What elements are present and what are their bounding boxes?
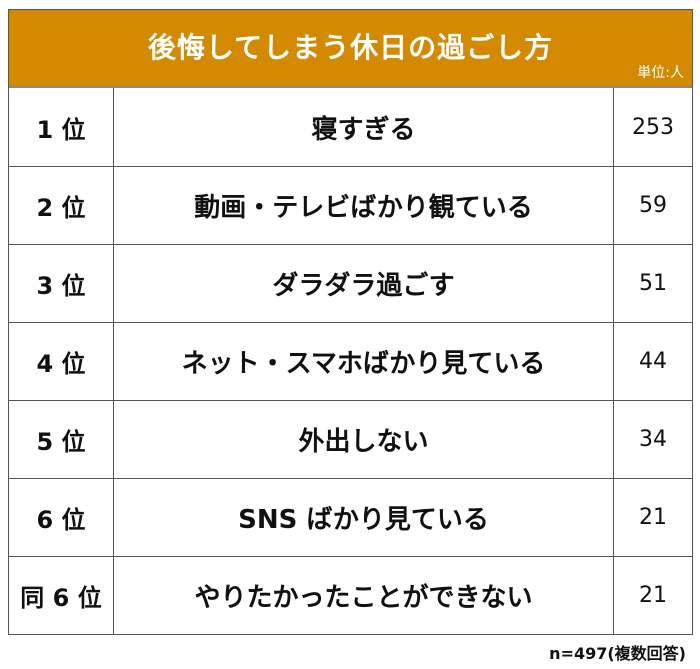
table-row: 2 位動画・テレビばかり観ている 59 [9,166,692,244]
rank-cell: 3 位 [9,245,114,322]
ranking-table: 後悔してしまう休日の過ごし方 単位:人 1 位寝すぎる 253 2 位動画・テレビば… [8,9,693,635]
unit-label: 単位:人 [637,65,684,81]
table-header: 後悔してしまう休日の過ごし方 単位:人 [9,10,692,88]
table-row: 4 位ネット・スマホばかり見ている 44 [9,322,692,400]
item-cell: 外出しない [114,401,614,478]
item-cell: やりたかったことができない [114,557,614,634]
rank-cell: 6 位 [9,479,114,556]
table-row: 3 位ダラダラ過ごす 51 [9,244,692,322]
rank-cell: 同 6 位 [9,557,114,634]
rank-cell: 2 位 [9,167,114,244]
table-row: 6 位 SNS ばかり見ている 21 [9,478,692,556]
count-cell: 44 [639,349,667,374]
rank-cell: 4 位 [9,323,114,400]
count-cell: 253 [632,114,674,140]
table-row: 5 位外出しない 34 [9,400,692,478]
item-cell: ダラダラ過ごす [114,245,614,322]
rank-cell: 5 位 [9,401,114,478]
item-cell: SNS ばかり見ている [114,479,614,556]
count-cell: 51 [639,271,667,296]
count-cell: 21 [639,505,667,530]
table-row: 1 位寝すぎる 253 [9,88,692,166]
table-title: 後悔してしまう休日の過ごし方 [147,31,554,64]
item-cell: ネット・スマホばかり見ている [114,323,614,400]
item-cell: 寝すぎる [114,88,614,166]
count-cell: 34 [639,427,667,452]
count-cell: 59 [639,193,667,218]
item-cell: 動画・テレビばかり観ている [114,167,614,244]
sample-size-note: n=497(複数回答) [549,644,686,663]
count-cell: 21 [639,583,667,608]
table-row: 同 6 位やりたかったことができない 21 [9,556,692,634]
rank-cell: 1 位 [9,88,114,166]
